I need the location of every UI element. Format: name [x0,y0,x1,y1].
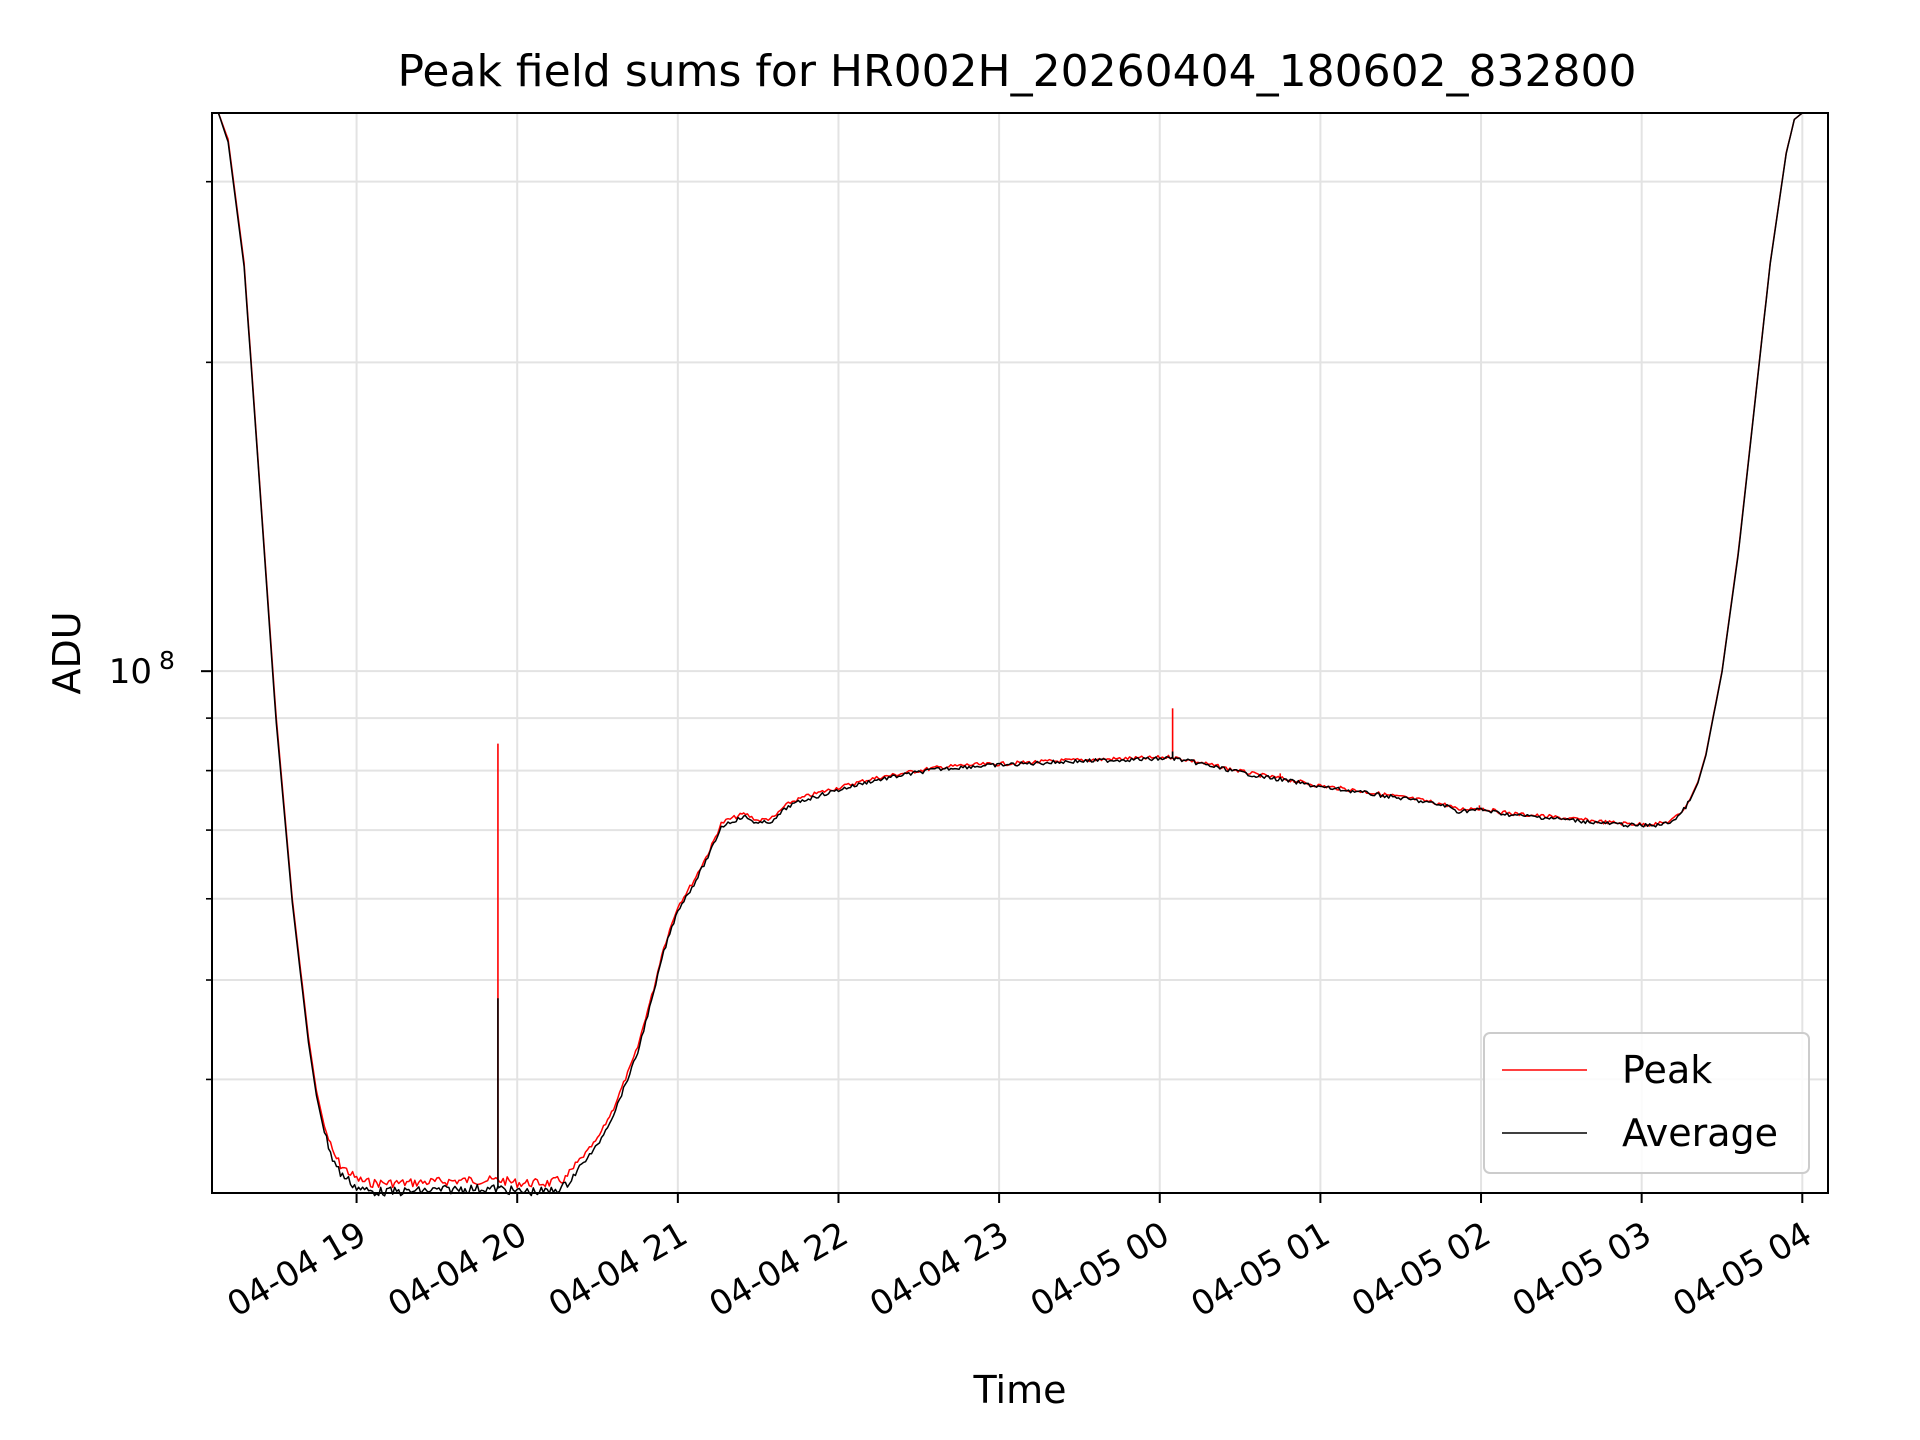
series-line-average [217,112,1803,1197]
y-axis-label: ADU [45,611,89,694]
legend-label-average: Average [1622,1111,1778,1155]
series-layer [217,112,1803,1197]
y-tick-exponent: 8 [159,646,175,675]
legend: Peak Average [1483,1032,1810,1174]
y-axis-ticks: 10 8 [109,180,212,1081]
chart-title: Peak field sums for HR002H_20260404_1806… [397,46,1636,97]
legend-box [1483,1032,1810,1174]
x-axis-label: Time [973,1368,1067,1412]
plot-frame [211,112,1829,1194]
y-tick-label: 10 [109,652,152,692]
legend-label-peak: Peak [1622,1048,1712,1092]
y-tick-base: 10 [109,652,152,692]
